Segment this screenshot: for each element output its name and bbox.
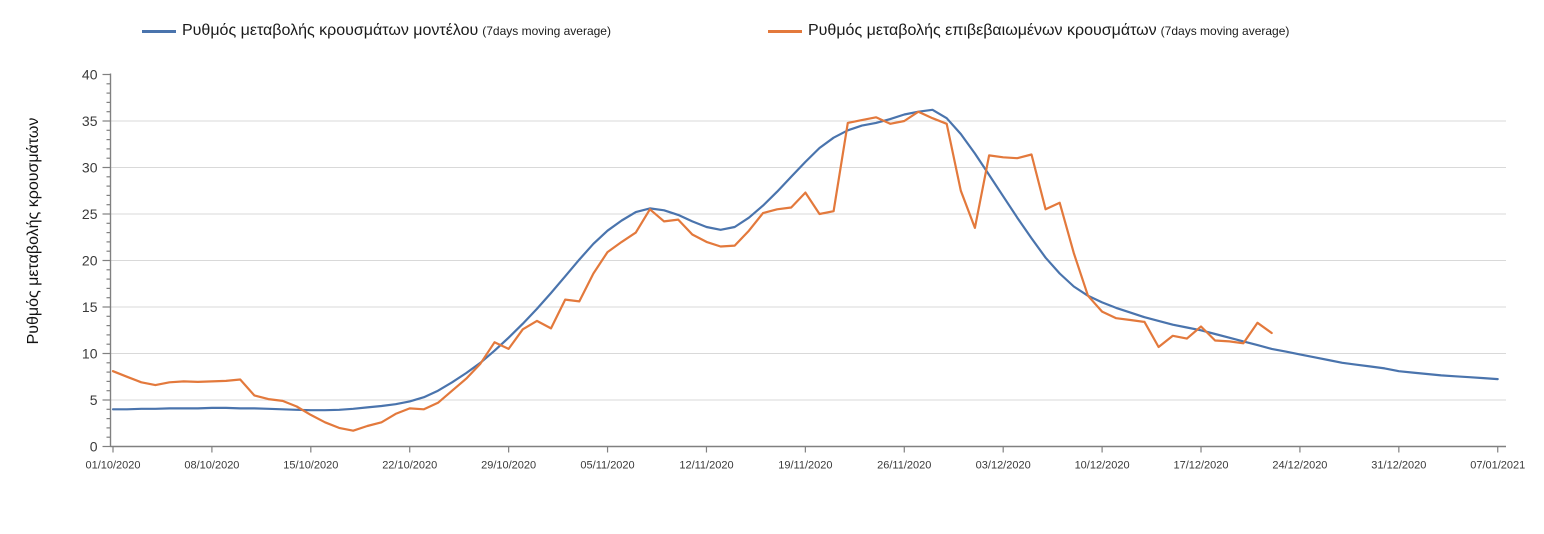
y-tick-label: 25 bbox=[82, 206, 98, 222]
y-tick-label: 30 bbox=[82, 160, 98, 176]
x-tick-label: 29/10/2020 bbox=[481, 460, 536, 472]
x-tick-label: 05/11/2020 bbox=[580, 460, 634, 472]
x-tick-label: 01/10/2020 bbox=[85, 460, 140, 472]
y-tick-label: 20 bbox=[82, 253, 98, 269]
x-tick-label: 24/12/2020 bbox=[1272, 460, 1327, 472]
x-tick-label: 10/12/2020 bbox=[1075, 460, 1130, 472]
series-confirmed-line bbox=[111, 110, 1273, 432]
y-tick-label: 35 bbox=[82, 113, 98, 129]
x-tick-label: 31/12/2020 bbox=[1371, 460, 1426, 472]
y-tick-label: 15 bbox=[82, 299, 98, 315]
x-tick-label: 22/10/2020 bbox=[382, 460, 437, 472]
legend-confirmed-label: Ρυθμός μεταβολής επιβεβαιωμένων κρουσμάτ… bbox=[808, 22, 1157, 39]
x-tick-label: 08/10/2020 bbox=[184, 460, 239, 472]
x-tick-label: 03/12/2020 bbox=[976, 460, 1031, 472]
legend-model-label: Ρυθμός μεταβολής κρουσμάτων μοντέλου bbox=[182, 22, 479, 39]
confirmed-line-swatch-icon bbox=[768, 29, 802, 33]
x-tick-label: 15/10/2020 bbox=[283, 460, 338, 472]
y-tick-label: 0 bbox=[90, 439, 98, 455]
x-tick-label: 12/11/2020 bbox=[679, 460, 733, 472]
series-model-line bbox=[111, 108, 1499, 412]
model-line-swatch-icon bbox=[142, 29, 176, 33]
legend-item-confirmed: Ρυθμός μεταβολής επιβεβαιωμένων κρουσμάτ… bbox=[768, 22, 1289, 40]
y-tick-label: 40 bbox=[82, 67, 98, 83]
y-tick-label: 10 bbox=[82, 346, 98, 362]
y-tick-label: 5 bbox=[90, 392, 98, 408]
legend-item-model: Ρυθμός μεταβολής κρουσμάτων μοντέλου (7d… bbox=[142, 22, 611, 40]
x-tick-label: 07/01/2021 bbox=[1470, 460, 1525, 472]
legend-model-sublabel: (7days moving average) bbox=[482, 24, 611, 38]
x-tick-label: 26/11/2020 bbox=[877, 460, 931, 472]
legend-confirmed-sublabel: (7days moving average) bbox=[1160, 24, 1290, 38]
x-tick-label: 19/11/2020 bbox=[778, 460, 832, 472]
x-tick-label: 17/12/2020 bbox=[1173, 460, 1228, 472]
